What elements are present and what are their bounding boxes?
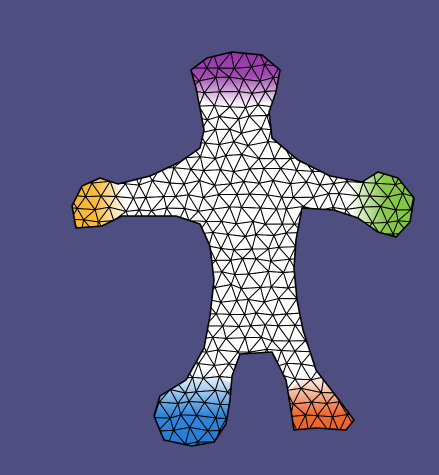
mesh-triangle [197,441,216,446]
mesh-triangle [184,441,199,446]
mesh-triangle [410,196,414,212]
mesh-outline [71,51,415,447]
